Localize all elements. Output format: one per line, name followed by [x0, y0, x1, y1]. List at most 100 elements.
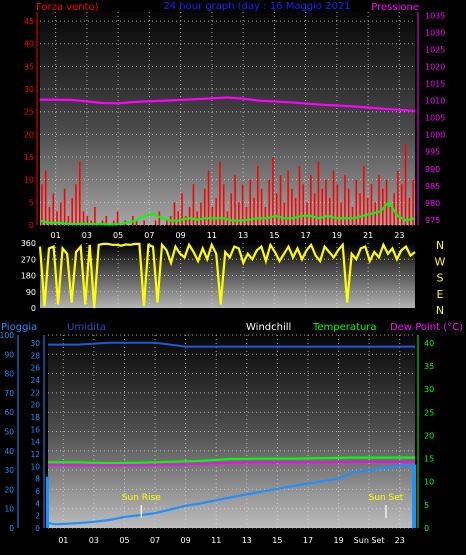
direction-tick-label: 0 — [31, 304, 36, 313]
gridlines — [48, 334, 415, 529]
humidity-title: Umidita — [67, 322, 106, 333]
temperature-tick-label: 5 — [424, 501, 429, 510]
rain-tick-label: 6 — [35, 487, 40, 496]
temperature-tick-label: 10 — [424, 478, 434, 487]
temperature-tick-label: 25 — [424, 408, 434, 417]
wind-tick-label: 0 — [29, 221, 34, 230]
hour-tick-label: 11 — [211, 536, 221, 545]
hour-tick-label: 11 — [207, 231, 217, 240]
hour-tick-label: 01 — [51, 231, 61, 240]
pressure-tick-label: 980 — [425, 199, 440, 208]
pressure-tick-label: 985 — [425, 182, 440, 191]
humidity-tick-label: 90 — [4, 350, 14, 359]
dewpoint-title: Dew Point (°C) — [390, 322, 463, 333]
temperature-plot-area — [48, 335, 415, 528]
pressure-tick-label: 1010 — [425, 97, 445, 106]
compass-label: N — [436, 239, 444, 252]
hour-tick-label: 09 — [176, 231, 186, 240]
wind-tick-label: 40 — [24, 40, 34, 49]
rain-tick-label: 0 — [35, 524, 40, 533]
rain-tick-label: 14 — [30, 438, 40, 447]
rain-tick-label: 28 — [30, 351, 40, 360]
pressure-axis-title: Pressione — [371, 2, 419, 13]
compass-label: W — [435, 255, 446, 268]
hour-tick-label: 23 — [394, 231, 404, 240]
hour-tick-label: 23 — [395, 536, 405, 545]
temperature-tick-label: 15 — [424, 455, 434, 464]
pressure-tick-label: 1020 — [425, 63, 445, 72]
hour-tick-label: 17 — [301, 231, 311, 240]
compass-label: S — [437, 272, 444, 285]
rain-tick-label: 22 — [30, 388, 40, 397]
direction-line — [38, 241, 416, 309]
rain-line — [47, 464, 416, 526]
rain-tick-label: 16 — [30, 425, 40, 434]
hour-tick-label: Sun Set — [354, 536, 385, 545]
humidity-tick-label: 60 — [4, 408, 14, 417]
rain-title: Pioggia — [1, 322, 37, 333]
hour-tick-label: 07 — [144, 231, 154, 240]
wind-axis-title: Forza vento) — [36, 2, 99, 13]
pressure-tick-label: 1030 — [425, 28, 445, 37]
pressure-tick-label: 1005 — [425, 114, 445, 123]
wind-tick-label: 25 — [24, 108, 34, 117]
humidity-tick-label: 70 — [4, 389, 14, 398]
rain-tick-label: 10 — [30, 462, 40, 471]
humidity-tick-label: 100 — [0, 331, 14, 340]
temperature-tick-label: 20 — [424, 431, 434, 440]
temperature-tick-label: 30 — [424, 385, 434, 394]
pressure-tick-label: 1015 — [425, 80, 445, 89]
wind-plot-area — [40, 12, 415, 225]
rain-tick-label: 18 — [30, 413, 40, 422]
humidity-tick-label: 0 — [9, 524, 14, 533]
humidity-tick-label: 80 — [4, 370, 14, 379]
rain-tick-label: 4 — [35, 499, 40, 508]
rain-bar-start — [46, 476, 49, 528]
pressure-line — [39, 96, 416, 112]
hour-tick-label: 07 — [150, 536, 160, 545]
rain-tick-label: 20 — [30, 401, 40, 410]
humidity-tick-label: 20 — [4, 485, 14, 494]
sun-set-label: Sun Set — [369, 493, 404, 503]
wind-tick-label: 35 — [24, 62, 34, 71]
direction-tick-label: 360 — [21, 239, 36, 248]
pressure-tick-label: 1035 — [425, 11, 445, 20]
hour-tick-label: 21 — [363, 231, 373, 240]
temperature-tick-label: 0 — [424, 524, 429, 533]
sun-rise-label: Sun Rise — [122, 493, 161, 503]
pressure-tick-label: 1000 — [425, 131, 445, 140]
wind-tick-label: 45 — [24, 17, 34, 26]
direction-tick-label: 90 — [26, 288, 36, 297]
gust-line — [39, 200, 416, 226]
hour-tick-label: 01 — [58, 536, 68, 545]
hour-tick-label: 05 — [113, 231, 123, 240]
rain-bar-end — [412, 464, 416, 528]
dewpoint-line — [47, 460, 415, 467]
humidity-line — [48, 341, 415, 348]
rain-tick-label: 24 — [30, 376, 40, 385]
temperature-title: Temperatura — [312, 322, 377, 333]
hour-tick-label: 03 — [89, 536, 99, 545]
wind-tick-label: 5 — [29, 198, 34, 207]
rain-tick-label: 26 — [30, 364, 40, 373]
pressure-tick-label: 1025 — [425, 45, 445, 54]
rain-tick-label: 12 — [30, 450, 40, 459]
direction-tick-label: 270 — [21, 255, 36, 264]
temperature-tick-label: 35 — [424, 362, 434, 371]
wind-tick-label: 15 — [24, 153, 34, 162]
temperature-line — [48, 456, 415, 465]
hour-tick-label: 19 — [332, 231, 342, 240]
hour-tick-label: 15 — [269, 231, 279, 240]
windchill-title: Windchill — [246, 322, 291, 333]
wind-tick-label: 30 — [24, 85, 34, 94]
hour-tick-label: 09 — [181, 536, 191, 545]
pressure-tick-label: 975 — [425, 216, 440, 225]
pressure-tick-label: 995 — [425, 148, 440, 157]
temperature-tick-label: 40 — [424, 339, 434, 348]
rain-tick-label: 2 — [35, 512, 40, 521]
humidity-tick-label: 30 — [4, 466, 14, 475]
hour-tick-label: 03 — [82, 231, 92, 240]
hour-tick-label: 19 — [333, 536, 343, 545]
